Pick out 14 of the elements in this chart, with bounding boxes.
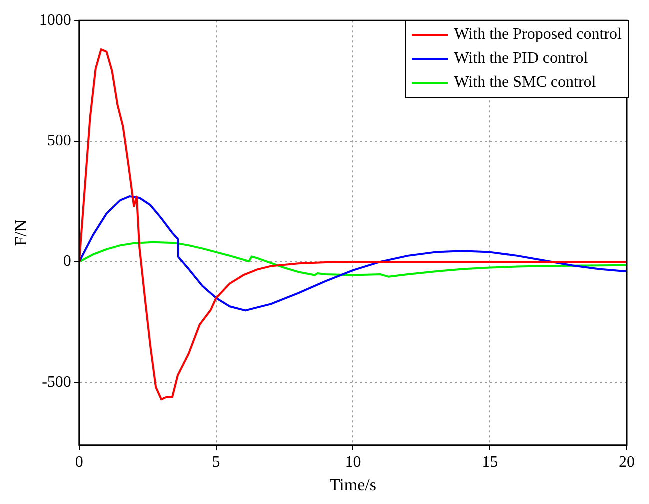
x-axis-title: Time/s	[330, 475, 377, 494]
legend-label: With the PID control	[454, 49, 588, 69]
y-tick-label: 0	[63, 253, 72, 270]
x-tick-label: 5	[212, 454, 220, 472]
y-tick-label: 1000	[39, 12, 72, 29]
legend-label: With the SMC control	[454, 73, 596, 93]
x-tick-label: 0	[75, 454, 84, 472]
x-tick-label: 20	[619, 454, 635, 472]
y-tick-label: 500	[47, 132, 72, 150]
y-axis-title: F/N	[12, 220, 31, 246]
legend-label: With the Proposed control	[454, 25, 622, 45]
y-tick-label: -500	[42, 374, 72, 391]
x-tick-label: 10	[345, 454, 362, 472]
x-tick-label: 15	[482, 454, 498, 472]
